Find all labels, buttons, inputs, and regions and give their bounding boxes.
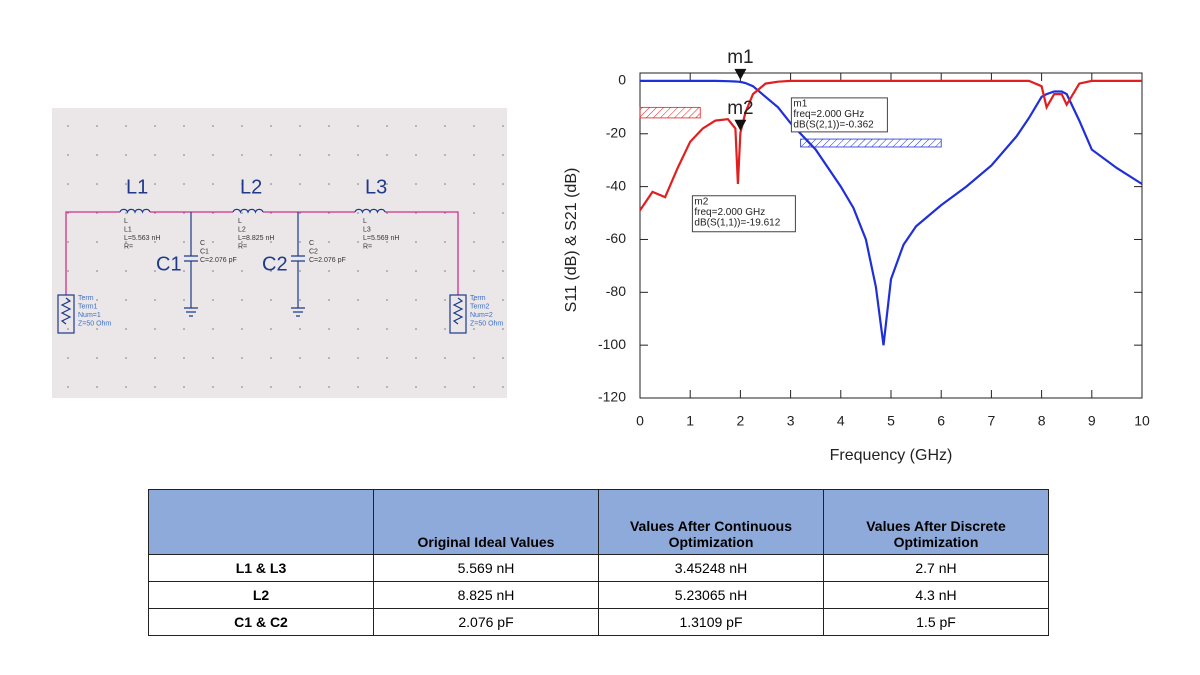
- table-cell: 4.3 nH: [823, 581, 1049, 609]
- y-tick-label: -80: [606, 283, 626, 299]
- component-text: C2: [309, 248, 318, 255]
- table-row: L1 & L3 5.569 nH 3.45248 nH 2.7 nH: [148, 554, 1049, 582]
- marker-text: dB(S(1,1))=-19.612: [694, 217, 780, 228]
- marker-box: [790, 97, 888, 133]
- y-tick-label: -100: [598, 336, 626, 352]
- component-text: R=: [124, 243, 133, 250]
- table-cell: 3.45248 nH: [598, 554, 824, 582]
- header-cell: Values After Continuous Optimization: [598, 489, 824, 555]
- marker-text: freq=2.000 GHz: [793, 109, 864, 120]
- component-text: L: [363, 218, 367, 225]
- marker: [734, 68, 747, 80]
- x-tick-label: 7: [988, 413, 996, 429]
- table-cell: L2: [148, 581, 374, 609]
- limit-region: [800, 138, 942, 148]
- component-text: Term: [78, 295, 94, 302]
- y-tick-label: -20: [606, 124, 626, 140]
- component-text: L=8.825 nH: [238, 235, 274, 242]
- x-tick-label: 4: [837, 413, 845, 429]
- table-cell: 1.3109 pF: [598, 608, 824, 636]
- x-tick-label: 1: [686, 413, 694, 429]
- component-text: Z=50 Ohm: [470, 320, 503, 327]
- component-text: L=5.569 nH: [363, 235, 399, 242]
- label: L1: [126, 176, 148, 198]
- component-text: C=2.076 pF: [200, 257, 237, 264]
- table-row: L2 8.825 nH 5.23065 nH 4.3 nH: [148, 581, 1049, 609]
- table-cell: 1.5 pF: [823, 608, 1049, 636]
- header-cell: [148, 489, 374, 555]
- table-cell: 2.076 pF: [373, 608, 599, 636]
- component-text: Num=2: [470, 312, 493, 319]
- y-tick-label: -60: [606, 230, 626, 246]
- table-cell: 5.23065 nH: [598, 581, 824, 609]
- marker-text: m2: [694, 196, 708, 207]
- schematic: L1 L2 L3 C1 C2: [52, 108, 507, 398]
- series-line: [639, 79, 1142, 212]
- x-tick-label: 8: [1038, 413, 1046, 429]
- component-text: R=: [363, 243, 372, 250]
- marker-text: dB(S(2,1))=-0.362: [793, 120, 874, 131]
- component-text: C: [200, 240, 205, 247]
- marker-label: m2: [727, 98, 753, 119]
- wires: [65, 211, 459, 295]
- components: [57, 208, 467, 334]
- schematic-grid: [52, 108, 507, 398]
- x-tick-label: 10: [1134, 413, 1150, 429]
- component-text: C1: [200, 248, 209, 255]
- table-cell: L1 & L3: [148, 554, 374, 582]
- marker-text: freq=2.000 GHz: [694, 207, 765, 218]
- component-text: Term2: [470, 303, 490, 310]
- x-tick-label: 0: [636, 413, 644, 429]
- table-cell: C1 & C2: [148, 608, 374, 636]
- table-cell: 2.7 nH: [823, 554, 1049, 582]
- component-text: Term: [470, 295, 486, 302]
- x-tick-label: 9: [1088, 413, 1096, 429]
- y-tick-label: 0: [618, 72, 626, 88]
- component-text: Z=50 Ohm: [78, 320, 111, 327]
- label: L2: [240, 176, 262, 198]
- component-text: L: [124, 218, 128, 225]
- x-tick-label: 5: [887, 413, 895, 429]
- table: Original Ideal Values Values After Conti…: [148, 489, 1049, 636]
- component-text: Num=1: [78, 312, 101, 319]
- component-text: L3: [363, 226, 371, 233]
- x-tick-label: 6: [937, 413, 945, 429]
- component-text: L=5.563 nH: [124, 235, 160, 242]
- chart: Frequency (GHz) S11 (dB) & S21 (dB) 0 1 2 3…: [563, 47, 1150, 464]
- component-text: L1: [124, 226, 132, 233]
- x-tick-label: 3: [787, 413, 795, 429]
- y-axis-label: S11 (dB) & S21 (dB): [563, 168, 580, 313]
- header-cell: Values After Discrete Optimization: [823, 489, 1049, 555]
- label: C2: [262, 253, 288, 275]
- marker-text: m1: [793, 99, 807, 110]
- y-tick-label: -120: [598, 389, 626, 405]
- component-text: L: [238, 218, 242, 225]
- y-tick-label: -40: [606, 177, 626, 193]
- component-text: C: [309, 240, 314, 247]
- header-cell: Original Ideal Values: [373, 489, 599, 555]
- component-text: R=: [238, 243, 247, 250]
- table-row: C1 & C2 2.076 pF 1.3109 pF 1.5 pF: [148, 608, 1049, 636]
- table-cell: 5.569 nH: [373, 554, 599, 582]
- limit-region: [639, 106, 701, 119]
- table-cell: 8.825 nH: [373, 581, 599, 609]
- marker-label: m1: [727, 47, 753, 68]
- marker-box: [691, 195, 796, 233]
- label: L3: [365, 176, 387, 198]
- header-row: Original Ideal Values Values After Conti…: [148, 489, 1049, 555]
- component-text: L2: [238, 226, 246, 233]
- label: C1: [156, 253, 182, 275]
- x-axis-label: Frequency (GHz): [830, 447, 953, 464]
- marker: [734, 119, 747, 131]
- series-line: [640, 79, 1143, 346]
- component-text: Term1: [78, 303, 98, 310]
- x-tick-label: 2: [737, 413, 745, 429]
- component-text: C=2.076 pF: [309, 257, 346, 264]
